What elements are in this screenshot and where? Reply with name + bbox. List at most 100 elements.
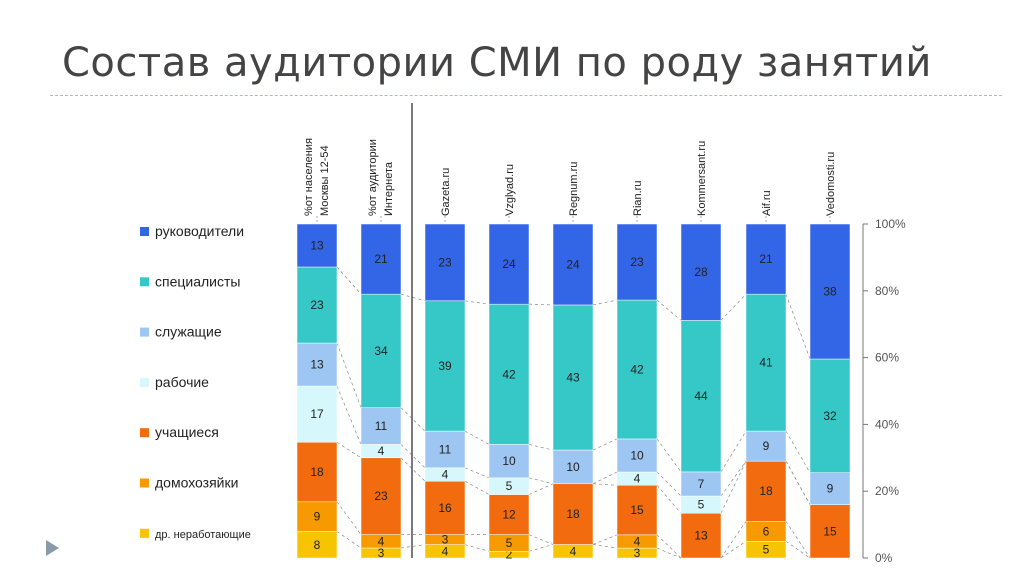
series-connector bbox=[656, 438, 682, 473]
bar-segment bbox=[424, 480, 466, 535]
bar-segment bbox=[296, 342, 338, 387]
data-label: 10 bbox=[502, 454, 516, 468]
data-label: 11 bbox=[439, 442, 452, 456]
title-divider bbox=[50, 95, 1002, 96]
data-label: 3 bbox=[378, 546, 385, 560]
data-label: 3 bbox=[442, 533, 449, 547]
data-label: 4 bbox=[378, 444, 385, 458]
data-label: 34 bbox=[374, 344, 388, 358]
series-connector bbox=[785, 541, 811, 559]
series-connector bbox=[656, 485, 682, 514]
data-label: 11 bbox=[375, 419, 388, 433]
series-connector bbox=[592, 544, 618, 549]
bar-segment bbox=[296, 501, 338, 532]
series-connector bbox=[720, 460, 747, 497]
category-label: Vedomosti.ru bbox=[825, 152, 837, 216]
series-connector bbox=[336, 531, 362, 549]
series-connector bbox=[400, 407, 426, 432]
data-label: 28 bbox=[694, 265, 708, 279]
y-tick-label: 80% bbox=[875, 284, 899, 298]
data-label: 18 bbox=[566, 507, 580, 521]
y-tick-label: 40% bbox=[875, 417, 899, 431]
data-label: 9 bbox=[763, 439, 770, 453]
data-label: 8 bbox=[314, 538, 321, 552]
category-label: Kommersant.ru bbox=[696, 141, 708, 216]
bar-segment bbox=[680, 223, 722, 321]
data-label: 42 bbox=[630, 363, 644, 377]
legend-label: руководители bbox=[155, 223, 244, 239]
category-label: Aif.ru bbox=[761, 190, 773, 216]
category-label: Vzglyad.ru bbox=[504, 164, 516, 216]
bar-segment bbox=[745, 293, 787, 432]
data-label: 5 bbox=[506, 479, 513, 493]
nav-arrow-icon[interactable] bbox=[46, 540, 59, 556]
data-label: 9 bbox=[827, 482, 834, 496]
legend-label: специалисты bbox=[155, 273, 240, 289]
bar-segment bbox=[552, 449, 594, 485]
bar-segment bbox=[424, 300, 466, 432]
series-connector bbox=[785, 294, 811, 360]
category-label: Regnum.ru bbox=[568, 162, 580, 216]
series-connector bbox=[528, 444, 554, 451]
data-label: 23 bbox=[438, 255, 452, 269]
y-tick-label: 60% bbox=[875, 351, 899, 365]
data-label: 24 bbox=[502, 257, 516, 271]
bar-segment bbox=[680, 320, 722, 473]
series-connector bbox=[656, 534, 682, 559]
legend-swatch bbox=[140, 528, 149, 538]
series-connector bbox=[400, 444, 426, 469]
data-label: 4 bbox=[442, 468, 449, 482]
bar-segment bbox=[552, 304, 594, 451]
data-label: 5 bbox=[698, 498, 705, 512]
series-connector bbox=[464, 430, 490, 445]
data-label: 18 bbox=[310, 465, 324, 479]
series-connector bbox=[336, 501, 362, 535]
legend-label: учащиеся bbox=[155, 424, 219, 440]
bar-segment bbox=[488, 223, 530, 305]
bar-segment bbox=[488, 494, 530, 535]
legend-label: служащие bbox=[155, 324, 222, 340]
bar-segment bbox=[745, 430, 787, 462]
bar-segment bbox=[809, 504, 851, 559]
series-connector bbox=[785, 430, 811, 473]
bar-segment bbox=[552, 483, 594, 545]
data-label: 38 bbox=[823, 285, 837, 299]
category-label: Rian.ru bbox=[632, 181, 644, 216]
data-label: 4 bbox=[634, 472, 641, 486]
series-connector bbox=[656, 471, 682, 497]
series-connector bbox=[592, 534, 618, 545]
data-label: 23 bbox=[630, 255, 644, 269]
bar-segment bbox=[809, 358, 851, 473]
data-label: 32 bbox=[823, 409, 837, 423]
data-label: 15 bbox=[823, 524, 837, 538]
bar-segment bbox=[424, 223, 466, 302]
data-label: 5 bbox=[506, 536, 513, 550]
y-tick-label: 0% bbox=[875, 551, 893, 565]
legend-swatch bbox=[140, 227, 149, 236]
series-connector bbox=[336, 266, 362, 295]
data-label: 13 bbox=[694, 529, 708, 543]
series-connector bbox=[785, 460, 811, 505]
data-label: 4 bbox=[378, 534, 385, 548]
category-label: %от населения Москвы 12-54 bbox=[303, 138, 331, 216]
legend-swatch bbox=[140, 377, 149, 387]
bar-segment bbox=[296, 442, 338, 503]
series-connector bbox=[528, 544, 554, 552]
series-connector bbox=[720, 460, 747, 514]
bar-segment bbox=[296, 385, 338, 443]
category-label: %от аудитории Интернета bbox=[367, 139, 395, 216]
bar-segment bbox=[424, 430, 466, 469]
data-label: 39 bbox=[438, 359, 452, 373]
series-connector bbox=[464, 544, 490, 552]
data-label: 4 bbox=[570, 544, 577, 558]
series-connector bbox=[720, 293, 747, 321]
data-label: 42 bbox=[502, 367, 516, 381]
bar-segment bbox=[360, 457, 402, 535]
bar-segment bbox=[552, 223, 594, 306]
data-label: 23 bbox=[374, 489, 388, 503]
data-label: 13 bbox=[310, 358, 324, 372]
bar-segment bbox=[296, 266, 338, 344]
data-label: 4 bbox=[634, 534, 641, 548]
data-label: 12 bbox=[502, 508, 516, 522]
series-connector bbox=[464, 480, 490, 495]
